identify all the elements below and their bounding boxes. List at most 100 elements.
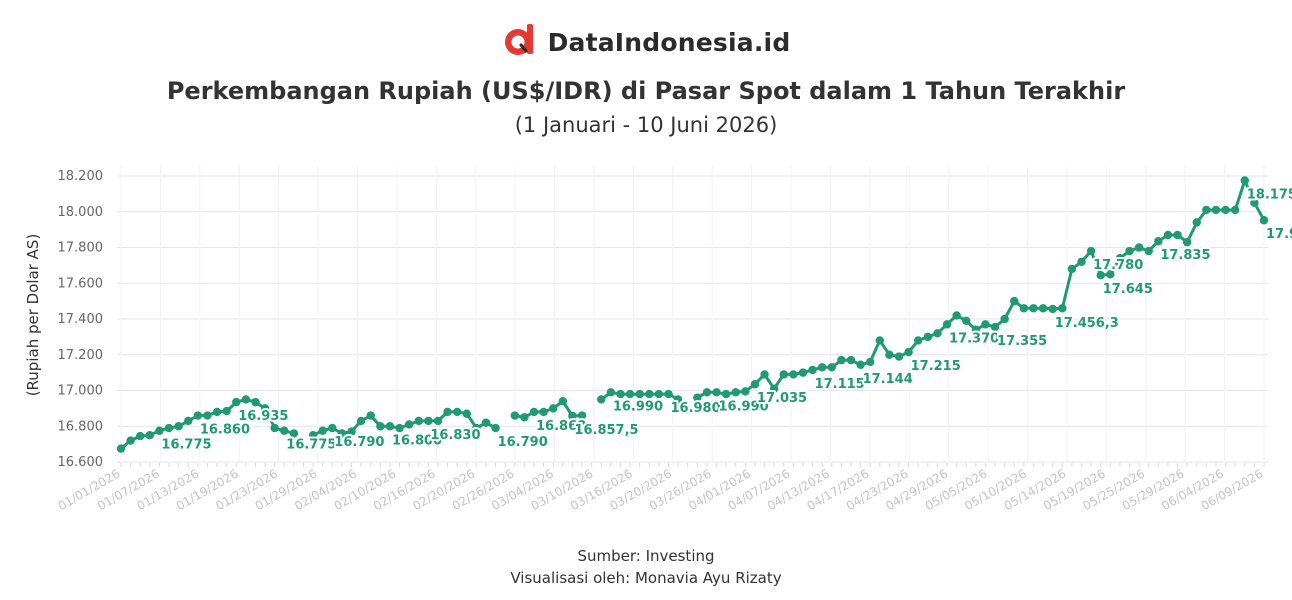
data-label-halo: 16.857,5 (574, 423, 638, 438)
dataindonesia-logo-icon (502, 22, 538, 62)
data-label-halo: 17.780 (1093, 258, 1143, 273)
data-label: 16.990 (613, 399, 663, 414)
data-point (616, 389, 625, 399)
data-point (1144, 246, 1153, 256)
data-point (971, 325, 981, 334)
data-point (846, 355, 856, 365)
data-point (539, 407, 548, 417)
data-point (404, 420, 414, 429)
data-point (942, 320, 952, 329)
data-point (174, 422, 183, 431)
data-point (280, 426, 289, 435)
data-point (1077, 257, 1086, 266)
data-label: 16.800 (392, 433, 442, 448)
data-label: 16.935 (238, 409, 288, 424)
data-point (414, 416, 423, 426)
data-label-halo: 16.790 (334, 435, 384, 450)
data-point (1173, 230, 1182, 240)
data-point (1106, 270, 1115, 279)
data-point (366, 411, 375, 420)
data-point (270, 423, 279, 433)
data-point (837, 355, 846, 365)
data-point (472, 423, 481, 433)
data-point (1240, 176, 1249, 185)
data-point (597, 395, 606, 404)
data-label-halo: 18.175 (1247, 187, 1292, 202)
data-point (904, 347, 913, 357)
data-point (817, 363, 827, 372)
data-point (356, 416, 366, 426)
y-axis-label: (Rupiah per Dolar AS) (24, 234, 42, 397)
data-point (1211, 205, 1221, 215)
y-axis: 16.600 16.800 17.000 17.200 17.400 17.600 17.8… (58, 169, 104, 470)
data-point (289, 429, 299, 438)
data-point (894, 352, 904, 361)
data-point (116, 444, 126, 453)
data-label: 17.035 (757, 391, 807, 406)
data-point (549, 404, 558, 413)
data-point (760, 370, 769, 379)
data-point (193, 411, 203, 420)
data-point (769, 384, 779, 393)
data-label: 17.456,3 (1055, 316, 1119, 331)
data-point (981, 320, 990, 329)
y-tick-label: 18.200 (58, 169, 104, 184)
data-point (731, 388, 740, 397)
data-point (827, 363, 836, 372)
grid (117, 166, 1268, 463)
data-point (337, 429, 347, 438)
data-label-halo: 17.370 (949, 331, 999, 346)
data-point (808, 365, 817, 375)
data-point (558, 397, 568, 406)
data-point (1048, 304, 1057, 314)
data-label-halo: 16.860 (200, 423, 250, 438)
data-label: 16.775 (286, 438, 336, 453)
data-point (693, 393, 702, 402)
data-label-halo: 17.835 (1160, 248, 1210, 263)
data-point (865, 357, 875, 367)
data-point (645, 389, 654, 399)
data-point (184, 416, 193, 426)
y-tick-label: 16.600 (58, 455, 104, 470)
data-point (232, 397, 241, 407)
data-point (318, 426, 327, 435)
data-point (1182, 237, 1192, 247)
chart-subtitle: (1 Januari - 10 Juni 2026) (514, 113, 778, 137)
data-point (395, 423, 404, 433)
data-point (606, 388, 616, 397)
data-point (1000, 314, 1009, 324)
data-label: 16.790 (498, 435, 548, 450)
data-label: 16.775 (161, 438, 211, 453)
data-point (1192, 218, 1201, 227)
data-point (1134, 243, 1144, 252)
data-point (308, 430, 318, 440)
data-label-halo: 16.790 (498, 435, 548, 450)
data-label: 17.144 (863, 372, 913, 387)
data-point (510, 411, 520, 420)
data-point (577, 411, 587, 420)
data-point (136, 431, 145, 441)
data-point (241, 395, 251, 404)
data-point (952, 311, 961, 320)
data-point (741, 387, 750, 396)
data-point (1163, 230, 1173, 240)
data-point (1010, 296, 1019, 306)
data-label: 17.355 (997, 334, 1047, 349)
data-point (1250, 198, 1259, 208)
data-label-halo: 16.990 (719, 399, 769, 414)
data-point (462, 409, 471, 418)
data-point (673, 395, 683, 404)
data-point (481, 418, 491, 427)
data-point (875, 336, 884, 345)
data-point (568, 411, 577, 421)
data-label-halo: 16.935 (238, 409, 288, 424)
data-point (212, 407, 222, 417)
data-point (529, 407, 539, 417)
data-point (203, 411, 212, 420)
data-label: 16.990 (719, 399, 769, 414)
data-point (885, 350, 894, 359)
data-point (923, 332, 933, 342)
data-point (1125, 246, 1134, 256)
data-point (491, 423, 500, 433)
data-label-halo: 17.952,5 (1266, 227, 1292, 242)
